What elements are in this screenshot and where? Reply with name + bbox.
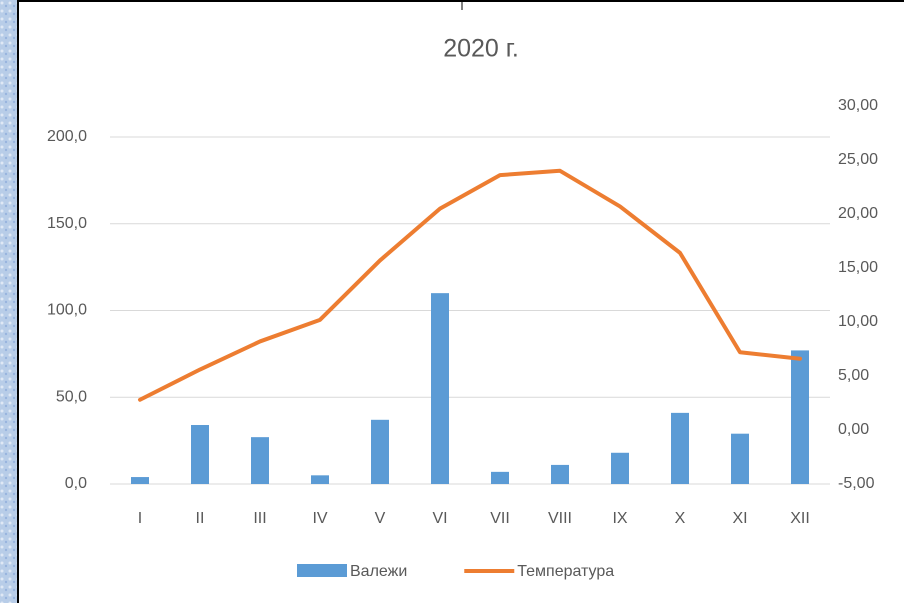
y2-tick-label: -5,00 [838, 475, 875, 492]
y2-tick-label: 15,00 [838, 259, 878, 276]
bar [491, 471, 509, 484]
x-tick-label: IV [312, 510, 327, 527]
bar [371, 419, 389, 484]
x-tick-label: XI [732, 510, 747, 527]
y2-tick-label: 5,00 [838, 367, 869, 384]
x-tick-label: II [196, 510, 205, 527]
x-tick-label: VIII [548, 510, 572, 527]
chart-title: 2020 г. [443, 35, 519, 63]
x-tick-label: X [675, 510, 686, 527]
y2-tick-label: 20,00 [838, 205, 878, 222]
line [138, 168, 802, 402]
bar [791, 350, 809, 484]
y2-tick-label: 0,00 [838, 421, 869, 438]
bar [551, 464, 569, 484]
y-tick-label: 200,0 [47, 128, 87, 145]
y-tick-label: 100,0 [47, 302, 87, 319]
bar [431, 293, 449, 484]
x-tick-label: I [138, 510, 142, 527]
y2-tick-label: 30,00 [838, 97, 878, 114]
bar [611, 452, 629, 484]
bar [251, 437, 269, 484]
side-strip [0, 0, 18, 603]
y2-tick-label: 10,00 [838, 313, 878, 330]
legend-label: Валежи [350, 563, 407, 580]
bar [671, 412, 689, 484]
bar [311, 475, 329, 484]
y-tick-label: 150,0 [47, 215, 87, 232]
x-tick-label: XII [790, 510, 810, 527]
legend-swatch [297, 564, 347, 577]
y-tick-label: 50,0 [56, 388, 87, 405]
bar [131, 477, 149, 484]
x-tick-label: VII [490, 510, 510, 527]
x-tick-label: VI [432, 510, 447, 527]
x-tick-label: IX [612, 510, 627, 527]
y-tick-label: 0,0 [65, 475, 87, 492]
x-tick-label: V [375, 510, 386, 527]
x-tick-label: III [253, 510, 266, 527]
bar [191, 425, 209, 484]
y2-tick-label: 25,00 [838, 151, 878, 168]
bar [731, 433, 749, 484]
legend-label: Температура [517, 563, 614, 580]
